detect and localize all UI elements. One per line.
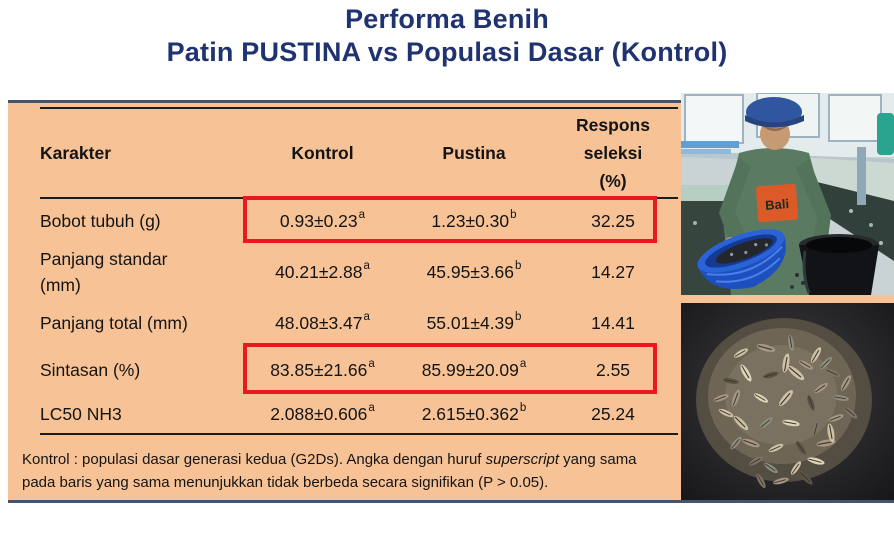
hatchery-scene: Bali	[681, 93, 894, 295]
cell-value: 55.01±4.39	[426, 312, 515, 333]
cell-superscript: b	[519, 402, 527, 414]
cell-bobot-kontrol: 0.93±0.23 a	[245, 199, 400, 243]
cell-pstandar-respons: 14.27	[591, 261, 635, 282]
cell-pstandar-kontrol: 40.21±2.88 a	[245, 243, 400, 301]
cell-bobot-pustina: 1.23±0.30 b	[400, 199, 548, 243]
fry-clump	[696, 318, 872, 490]
fry-pile-scene	[681, 303, 894, 500]
cell-ptotal-respons: 14.41	[591, 312, 635, 333]
shirt-logo-text: Bali	[765, 196, 790, 213]
cell-superscript: b	[515, 311, 522, 323]
cell-value: 48.08±3.47	[275, 312, 363, 333]
row-label-bobot-tubuh: Bobot tubuh (g)	[40, 211, 161, 231]
photo-hatchery-worker: Bali	[681, 93, 894, 295]
footnote-text: yang sama pada baris yang sama menunjukk…	[22, 451, 637, 491]
highlight-box-bobot-row	[243, 196, 657, 243]
cell-superscript: a	[363, 311, 370, 323]
cell-lc50-kontrol: 2.088±0.606 a	[245, 395, 400, 435]
cell-bobot-respons: 32.25	[591, 210, 635, 231]
cell-lc50-respons: 25.24	[548, 395, 678, 435]
cell-superscript: a	[368, 402, 375, 414]
cell-lc50-pustina: 2.615±0.362 b	[400, 395, 548, 435]
cell-superscript: a	[358, 209, 366, 221]
row-label-panjang-total: Panjang total (mm)	[40, 313, 188, 333]
row-label-panjang-standar: Panjang standar (mm)	[40, 249, 168, 295]
cell-value: 1.23±0.30	[431, 210, 510, 231]
column-header-pustina: Pustina	[400, 109, 548, 199]
cell-value: 45.95±3.66	[426, 261, 515, 282]
row-label-lc50-nh3: LC50 NH3	[40, 395, 245, 435]
page-title: Performa Benih Patin PUSTINA vs Populasi…	[0, 3, 894, 69]
cell-value: 85.99±20.09	[421, 359, 519, 380]
cell-value: 0.93±0.23	[279, 210, 358, 231]
cell-value: 2.615±0.362	[421, 403, 519, 424]
cell-superscript: a	[363, 260, 370, 272]
cell-ptotal-pustina: 55.01±4.39 b	[400, 301, 548, 345]
title-line-1: Performa Benih	[345, 4, 549, 34]
cell-sintasan-pustina: 85.99±20.09 a	[400, 345, 548, 395]
footnote-italic-word: superscript	[485, 451, 559, 468]
data-table: Karakter Kontrol Pustina Respons seleksi…	[40, 107, 678, 435]
cell-superscript: b	[515, 260, 522, 272]
cell-pstandar-pustina: 45.95±3.66 b	[400, 243, 548, 301]
highlight-box-sintasan-row	[243, 343, 657, 394]
table-footnote: Kontrol : populasi dasar generasi kedua …	[22, 448, 672, 494]
black-bucket	[799, 234, 879, 295]
cell-superscript: a	[519, 358, 527, 370]
title-line-2: Patin PUSTINA vs Populasi Dasar (Kontrol…	[166, 37, 728, 67]
cell-superscript: b	[510, 209, 517, 221]
row-label-sintasan: Sintasan (%)	[40, 360, 141, 380]
blue-basket	[697, 229, 786, 289]
cell-ptotal-kontrol: 48.08±3.47 a	[245, 301, 400, 345]
cell-sintasan-kontrol: 83.85±21.66 a	[245, 345, 400, 395]
worker-figure: Bali	[719, 97, 831, 295]
cell-sintasan-respons: 2.55	[595, 359, 631, 380]
footnote-text: Kontrol : populasi dasar generasi kedua …	[22, 451, 486, 468]
cell-value: 40.21±2.88	[275, 261, 363, 282]
column-header-kontrol: Kontrol	[245, 109, 400, 199]
column-header-karakter: Karakter	[40, 109, 245, 199]
cell-value: 2.088±0.606	[270, 403, 368, 424]
cell-value: 83.85±21.66	[270, 359, 368, 380]
cell-superscript: a	[368, 358, 375, 370]
photo-fry-pile	[681, 303, 894, 500]
column-header-respons-seleksi: Respons seleksi (%)	[548, 109, 678, 199]
